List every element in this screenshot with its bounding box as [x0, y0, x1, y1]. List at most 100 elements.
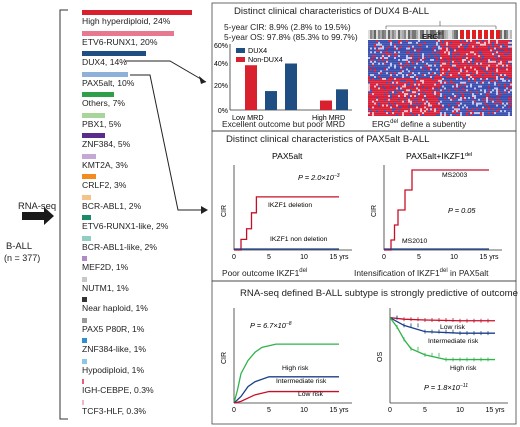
- subtype-label: PAX5alt, 10%: [82, 77, 135, 88]
- x-tick: 5: [423, 407, 427, 414]
- pax5-caption-right: Intensification of IKZF1del in PAX5alt: [354, 268, 489, 278]
- subtype-bar: [82, 338, 87, 343]
- subtype-bar: [82, 174, 96, 179]
- subtype-label: ZNF384, 5%: [82, 139, 131, 149]
- subtype-label: PBX1, 5%: [82, 118, 122, 129]
- subtype-bar: [82, 194, 92, 200]
- x-tick: 10: [450, 254, 458, 261]
- risk-cir-low: Low risk: [298, 391, 324, 398]
- x-tick: 10: [300, 254, 308, 261]
- low-mrd-label: Low MRD: [232, 113, 264, 122]
- x-tick: 0: [232, 407, 236, 414]
- curve: [233, 343, 339, 404]
- ms2003-label: MS2003: [442, 172, 468, 179]
- subtype-label: PAX5 P80R, 1%: [82, 323, 145, 334]
- risk-os-inter: Intermediate risk: [428, 338, 479, 345]
- subtype-bar: [82, 379, 84, 384]
- curve: [234, 196, 339, 251]
- y-tick-20: 20%: [214, 83, 228, 90]
- risk-title: RNA-seq defined B-ALL subtype is strongl…: [240, 288, 519, 299]
- curve: [233, 376, 339, 404]
- subtype-label: TCF3-HLF, 0.3%: [82, 405, 146, 416]
- subtype-label: DUX4, 14%: [82, 57, 127, 67]
- subtype-bar: [82, 358, 87, 364]
- erg-heatmap: ERG del: [368, 21, 512, 116]
- curve: [233, 390, 339, 404]
- dux4-title: Distinct clinical characteristics of DUX…: [234, 6, 430, 17]
- risk-plots: CIR 0 5 10 15 yrs P = 6.7×10−8 High risk In…: [221, 308, 508, 414]
- bar-low-dux4: [265, 91, 277, 110]
- subtype-label: High hyperdiploid, 24%: [82, 16, 171, 26]
- mrd-bar-chart: 60% 40% 20% 0% DUX4 Non-DUX4 Low MRD Hig…: [214, 43, 352, 122]
- subtype-label: CRLF2, 3%: [82, 180, 127, 190]
- bar-high-non-dux4: [320, 100, 332, 110]
- pax5-ikzf1-cir-label: CIR: [371, 205, 378, 217]
- dux4-caption-left: Excellent outcome but poor MRD: [222, 119, 345, 129]
- subtype-bar: [82, 317, 87, 323]
- subtype-bar: [82, 153, 96, 159]
- x-tick: 10: [300, 407, 308, 414]
- legend-non-dux4-swatch: [236, 57, 245, 62]
- x-tick: 5: [417, 254, 421, 261]
- y-tick-0: 0%: [218, 108, 228, 115]
- subtype-label: NUTM1, 1%: [82, 282, 129, 293]
- subtype-bar: [82, 399, 84, 405]
- subtype-bar: [82, 71, 128, 77]
- ms2010-label: MS2010: [402, 238, 428, 245]
- subtype-bar: [82, 30, 174, 36]
- pax5-caption-left: Poor outcome IKZF1del: [222, 268, 308, 278]
- subtype-bar: [82, 256, 87, 261]
- svg-text:del: del: [436, 31, 443, 37]
- subtype-label: Hypodiploid, 1%: [82, 364, 145, 375]
- legend-non-dux4: Non-DUX4: [248, 55, 283, 64]
- mrd-bars: [245, 63, 348, 110]
- subtype-label: MEF2D, 1%: [82, 262, 129, 272]
- x-tick: 0: [382, 254, 386, 261]
- x-tick: 10: [456, 407, 464, 414]
- y-tick-60: 60%: [214, 43, 228, 50]
- legend-dux4: DUX4: [248, 46, 267, 55]
- x-tick: 15 yrs: [329, 254, 349, 261]
- subtype-label: ZNF384-like, 1%: [82, 344, 146, 354]
- bar-mid-dux4: [285, 63, 297, 110]
- subtype-bar: [82, 51, 147, 56]
- x-tick: 0: [388, 407, 392, 414]
- risk-cir-pvalue: P = 6.7×10−8: [250, 321, 292, 330]
- ikzf1-deletion-label: IKZF1 deletion: [268, 202, 312, 209]
- pax5-ikzf1-pvalue: P = 0.05: [448, 206, 476, 215]
- rna-seq-label: RNA-seq: [18, 200, 57, 211]
- x-tick: 15 yrs: [329, 407, 349, 414]
- subtype-bar: [82, 112, 105, 118]
- heatmap-erg-label: ERG: [422, 32, 438, 41]
- dux4-caption-right: ERGdel define a subentity: [372, 119, 467, 129]
- subtype-bar: [82, 10, 192, 15]
- subtype-label: KMT2A, 3%: [82, 159, 128, 170]
- pax5-pvalue: P = 2.0×10−3: [298, 173, 340, 182]
- curve: [384, 169, 489, 251]
- risk-os-low: Low risk: [440, 324, 466, 331]
- bar-high-dux4: [336, 89, 348, 110]
- curve: [389, 317, 495, 322]
- subtype-label: Others, 7%: [82, 98, 125, 108]
- subtype-label: BCR-ABL1, 2%: [82, 200, 142, 211]
- bar-low-non-dux4: [245, 65, 257, 110]
- subtype-bar: [82, 92, 115, 97]
- subtype-label: IGH-CEBPE, 0.3%: [82, 385, 154, 395]
- x-tick: 5: [267, 254, 271, 261]
- risk-cir-label: CIR: [221, 352, 228, 364]
- pax5-plot-title: PAX5alt: [272, 151, 303, 161]
- cohort-size: (n = 377): [4, 253, 41, 263]
- y-tick-40: 40%: [214, 61, 228, 68]
- subtype-bar: [82, 235, 92, 241]
- high-mrd-label: High MRD: [312, 113, 345, 122]
- dux4-cir: 5-year CIR: 8.9% (2.8% to 19.5%): [224, 22, 351, 32]
- dux4-os: 5-year OS: 97.8% (85.3% to 99.7%): [224, 32, 358, 42]
- subtype-bar: [82, 133, 105, 138]
- pax5-ikzf1-plot-title: PAX5alt+IKZF1del: [406, 151, 472, 161]
- subtype-bar: [82, 297, 87, 302]
- subtype-label: ETV6-RUNX1-like, 2%: [82, 221, 169, 231]
- ball-label: B-ALL: [6, 240, 33, 251]
- subtype-bar: [82, 215, 92, 220]
- risk-os-pvalue: P = 1.8×10−11: [424, 383, 468, 392]
